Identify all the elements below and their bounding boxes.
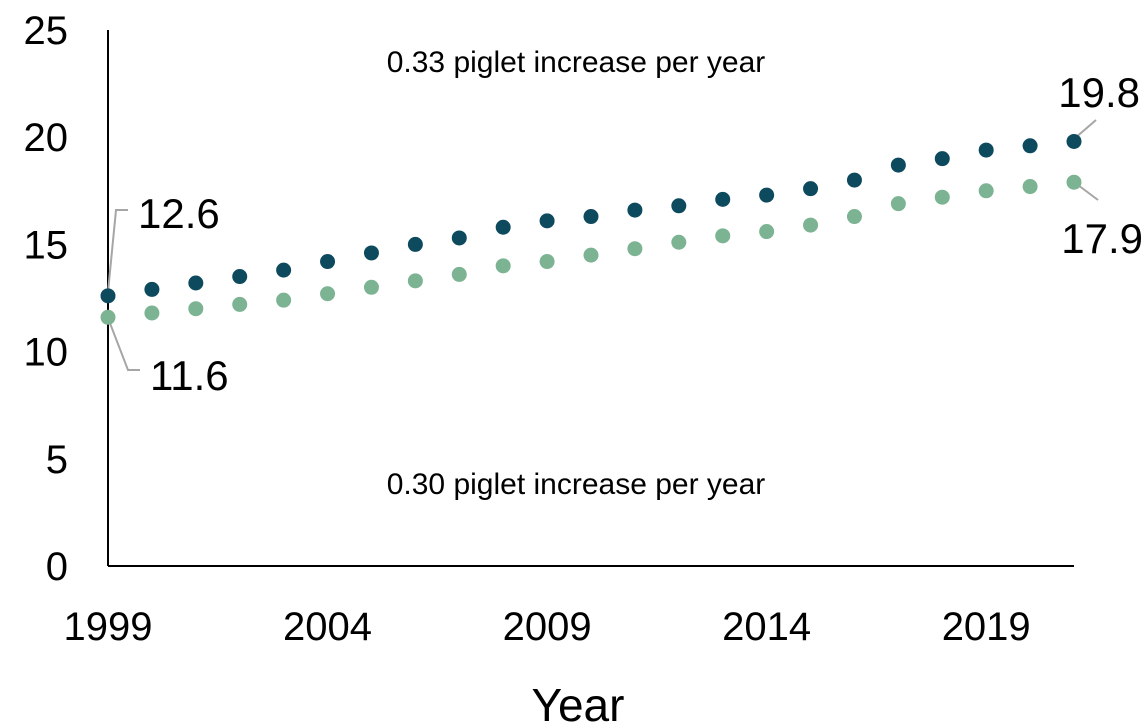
top-series-point-2003 <box>276 262 292 278</box>
bottom-series-point-2010 <box>583 247 599 263</box>
top-series-point-2016 <box>846 172 862 188</box>
top-series-point-2017 <box>890 157 906 173</box>
x-tick-label: 2009 <box>503 605 592 649</box>
top-series-point-2000 <box>144 281 160 297</box>
data-label-start-bottom: 11.6 <box>150 352 229 399</box>
data-label-end-bottom: 17.9 <box>1061 215 1143 262</box>
x-tick-label: 2019 <box>942 605 1031 649</box>
bottom-series-point-2005 <box>363 279 379 295</box>
x-axis-label: Year <box>532 679 625 728</box>
y-tick-label: 20 <box>24 116 69 160</box>
data-label-start-top: 12.6 <box>138 190 220 237</box>
bottom-series-point-2019 <box>978 183 994 199</box>
top-series-point-2002 <box>232 269 248 285</box>
bottom-series-point-2006 <box>407 273 423 289</box>
bottom-series-point-2015 <box>803 217 819 233</box>
x-tick-label: 1999 <box>64 605 153 649</box>
top-series-point-2018 <box>934 151 950 167</box>
bottom-series-point-2004 <box>320 286 336 302</box>
top-series-point-2021 <box>1066 133 1082 149</box>
bottom-series-point-2013 <box>715 228 731 244</box>
top-series-point-1999 <box>100 288 116 304</box>
top-note: 0.33 piglet increase per year <box>387 46 766 79</box>
top-series-point-2006 <box>407 236 423 252</box>
x-axis-ticks: 1999 2004 2009 2014 2019 <box>64 605 1031 649</box>
bottom-series-point-2000 <box>144 305 160 321</box>
series-top-points <box>100 133 1082 304</box>
bottom-series-point-2008 <box>495 258 511 274</box>
x-tick-label: 2004 <box>283 605 372 649</box>
bottom-series-point-2021 <box>1066 174 1082 190</box>
leader-start-bottom <box>107 317 140 371</box>
bottom-series-point-2007 <box>451 266 467 282</box>
bottom-series-point-2018 <box>934 189 950 205</box>
top-series-point-2007 <box>451 230 467 246</box>
leader-start-top <box>107 209 128 293</box>
y-tick-label: 15 <box>24 223 69 267</box>
top-series-point-2009 <box>539 213 555 229</box>
bottom-series-point-2001 <box>188 301 204 317</box>
data-label-end-top: 19.8 <box>1058 69 1140 116</box>
top-series-point-2005 <box>363 245 379 261</box>
top-series-point-2020 <box>1022 138 1038 154</box>
x-tick-label: 2014 <box>722 605 811 649</box>
bottom-series-point-2020 <box>1022 179 1038 195</box>
series-bottom-points <box>100 174 1082 325</box>
top-series-point-2012 <box>671 198 687 214</box>
top-series-point-2014 <box>759 187 775 203</box>
bottom-series-point-2011 <box>627 241 643 257</box>
top-series-point-2013 <box>715 191 731 207</box>
bottom-series-point-1999 <box>100 309 116 325</box>
top-series-point-2008 <box>495 219 511 235</box>
bottom-series-point-2009 <box>539 254 555 270</box>
y-tick-label: 0 <box>46 545 68 589</box>
top-series-point-2004 <box>320 254 336 270</box>
top-series-point-2015 <box>803 181 819 197</box>
bottom-series-point-2012 <box>671 234 687 250</box>
bottom-series-point-2014 <box>759 224 775 240</box>
y-axis-ticks: 0 5 10 15 20 25 <box>24 9 69 589</box>
y-tick-label: 25 <box>24 9 69 53</box>
top-series-point-2001 <box>188 275 204 291</box>
bottom-series-point-2016 <box>846 209 862 225</box>
top-series-point-2010 <box>583 209 599 225</box>
y-tick-label: 10 <box>24 331 69 375</box>
y-tick-label: 5 <box>46 438 68 482</box>
bottom-series-point-2017 <box>890 196 906 212</box>
top-series-point-2011 <box>627 202 643 218</box>
bottom-note: 0.30 piglet increase per year <box>387 468 766 501</box>
bottom-series-point-2002 <box>232 296 248 312</box>
top-series-point-2019 <box>978 142 994 158</box>
bottom-series-point-2003 <box>276 292 292 308</box>
